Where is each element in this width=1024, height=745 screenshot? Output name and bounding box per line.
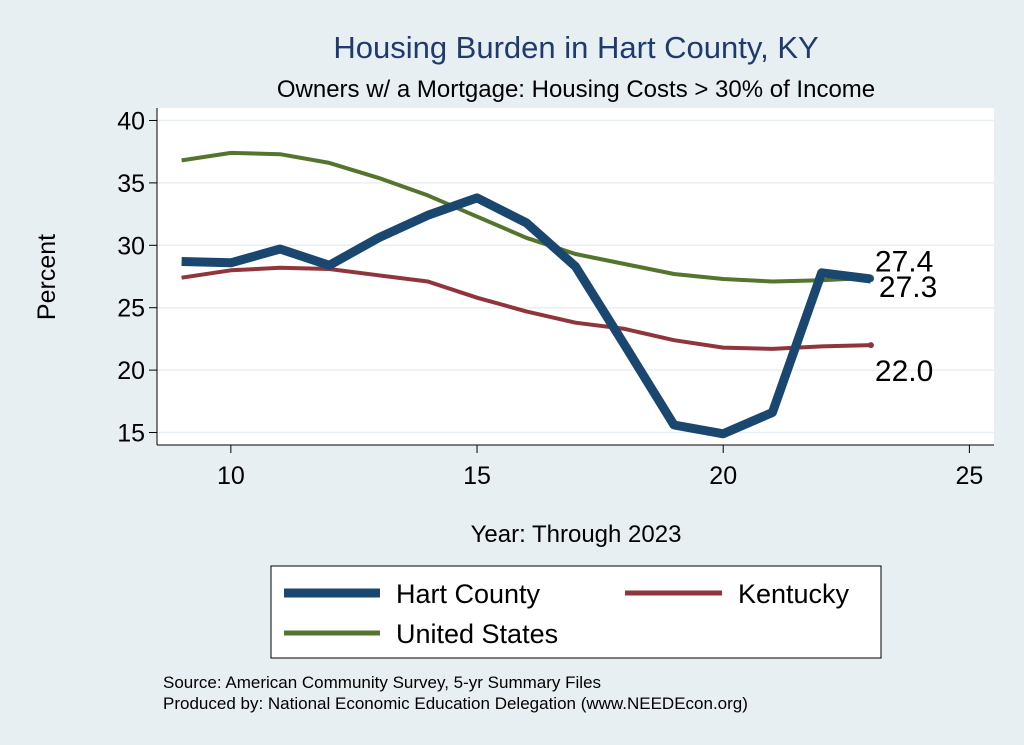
y-tick-label-40: 40: [117, 107, 145, 135]
source-note: Source: American Community Survey, 5-yr …: [163, 673, 601, 692]
x-tick-label-25: 25: [955, 462, 983, 490]
y-ticks: 15 20 25 30 35 40: [117, 107, 157, 448]
chart-subtitle: Owners w/ a Mortgage: Housing Costs > 30…: [277, 76, 875, 103]
x-tick-label-10: 10: [217, 462, 245, 490]
end-label-hart-county: 27.3: [879, 271, 937, 304]
legend: Hart County Kentucky United States: [270, 565, 882, 659]
end-label-kentucky: 22.0: [875, 355, 933, 388]
y-tick-label-25: 25: [117, 295, 145, 323]
gridlines: [157, 119, 994, 434]
y-axis-label: Percent: [33, 234, 61, 320]
chart-title: Housing Burden in Hart County, KY: [333, 30, 818, 65]
end-label-united-states: 27.4: [875, 246, 933, 279]
series-line-kentucky: [181, 265, 871, 351]
produced-by-note: Produced by: National Economic Education…: [163, 694, 748, 713]
legend-box: [270, 565, 882, 659]
x-axis-label: Year: Through 2023: [471, 521, 682, 548]
end-point-hart-county: [867, 275, 874, 282]
y-tick-label-30: 30: [117, 232, 145, 260]
series-line-hart-county: [181, 193, 872, 439]
y-tick-label-20: 20: [117, 357, 145, 385]
y-tick-label-15: 15: [117, 420, 145, 448]
x-ticks: 10 15 20 25: [217, 445, 983, 490]
axes: [156, 108, 994, 446]
end-point-kentucky: [867, 342, 874, 349]
x-tick-label-15: 15: [463, 462, 491, 490]
end-labels: 27.427.3 22.0: [875, 246, 937, 388]
legend-label-united-states: United States: [396, 619, 558, 649]
x-tick-label-20: 20: [709, 462, 737, 490]
y-tick-label-35: 35: [117, 170, 145, 198]
series-line-united-states: [181, 150, 872, 284]
legend-label-hart-county: Hart County: [396, 579, 541, 609]
series-lines: [181, 150, 874, 439]
legend-label-kentucky: Kentucky: [738, 579, 850, 609]
